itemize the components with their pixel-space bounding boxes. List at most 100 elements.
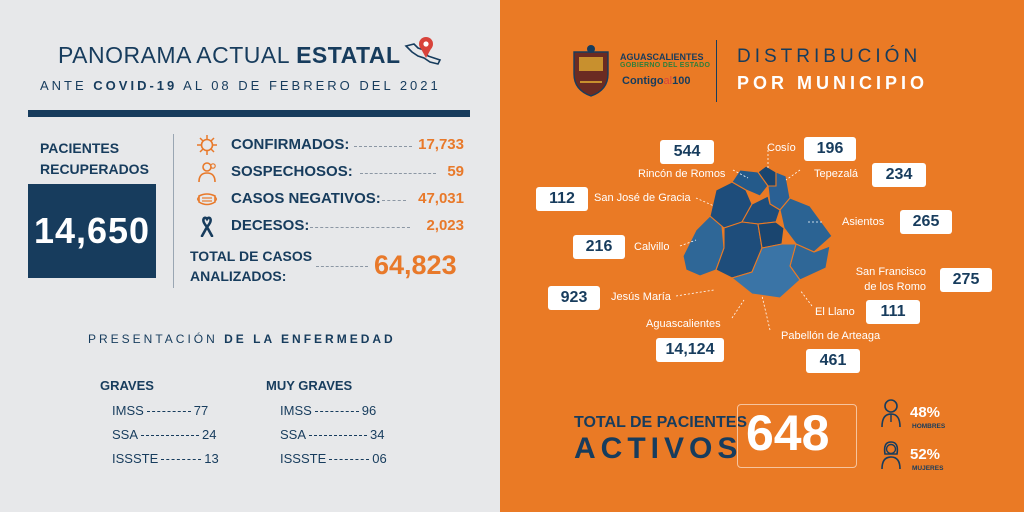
man-icon — [881, 399, 901, 428]
leader-line — [675, 289, 715, 297]
subtitle-bold: COVID-19 — [93, 78, 178, 93]
state-municipality-map — [675, 150, 833, 331]
total-analyzed-value: 64,823 — [374, 250, 457, 280]
total-analyzed-label: TOTAL DE CASOS ANALIZADOS: — [190, 246, 312, 286]
title-bold: ESTATAL — [296, 42, 401, 68]
leader-dashes — [314, 411, 359, 413]
muy-graves-row: SSA 34 — [280, 427, 384, 442]
leader-line — [799, 289, 813, 307]
subtitle-pre: ANTE — [40, 78, 87, 93]
suspect-person-icon — [198, 162, 216, 183]
slogan-part: Contigo — [622, 75, 664, 87]
municipality-count-el-llano: 111 — [866, 300, 920, 324]
institution: SSA — [112, 427, 139, 442]
leader-dashes — [146, 411, 191, 413]
graves-row: IMSS 77 — [112, 403, 208, 418]
stats-divider — [173, 134, 174, 288]
distribution-title: DISTRIBUCIÓN — [737, 46, 922, 67]
municipality-count-tepezala: 234 — [872, 163, 926, 187]
women-percentage: 52% — [910, 446, 941, 463]
municipality-count-aguascalientes: 14,124 — [656, 338, 724, 362]
institution: IMSS — [112, 403, 144, 418]
title-light: PANORAMA ACTUAL — [58, 42, 290, 68]
total-label-line1: TOTAL DE CASOS — [190, 248, 313, 264]
municipality-count-pabellon-de-arteaga: 461 — [806, 349, 860, 373]
brand-state: AGUASCALIENTES — [620, 52, 704, 62]
face-mask-icon — [196, 193, 218, 206]
stat-label: DECESOS: — [231, 217, 310, 234]
municipality-label-jesus-maria: Jesús María — [611, 291, 671, 303]
leader-line — [695, 197, 715, 207]
map-region-asientos — [779, 197, 833, 253]
slogan-part: 100 — [672, 75, 691, 87]
active-value: 648 — [746, 405, 830, 461]
stat-value: 59 — [447, 163, 464, 180]
brand-government: GOBIERNO DEL ESTADO — [620, 62, 711, 69]
slogan-part: al — [663, 75, 673, 87]
state-coat-of-arms-logo — [573, 45, 609, 97]
page-subtitle: ANTE COVID-19 AL 08 DE FEBRERO DEL 2021 — [40, 78, 441, 93]
municipality-count-jesus-maria: 923 — [548, 286, 600, 310]
distribution-subtitle: POR MUNICIPIO — [737, 73, 929, 93]
municipality-label-aguascalientes: Aguascalientes — [646, 318, 721, 330]
virus-icon — [197, 135, 217, 155]
page-title: PANORAMA ACTUAL ESTATAL — [58, 42, 401, 69]
graves-row: ISSSTE 13 — [112, 451, 219, 466]
muy-graves-row: ISSSTE 06 — [280, 451, 387, 466]
leader-dashes — [161, 459, 202, 461]
muy-graves-header: MUY GRAVES — [266, 378, 353, 393]
stat-label: CASOS NEGATIVOS: — [231, 190, 381, 207]
woman-icon — [881, 441, 901, 470]
stat-deaths: DECESOS: 2,023 — [196, 215, 468, 237]
municipality-count-san-jose-de-gracia: 112 — [536, 187, 588, 211]
count: 24 — [202, 427, 217, 442]
leader-line — [679, 239, 697, 247]
leader-dashes — [329, 459, 370, 461]
leader-dashes — [310, 227, 410, 228]
stat-suspected: SOSPECHOSOS: 59 — [196, 161, 468, 183]
municipality-label-calvillo: Calvillo — [634, 241, 670, 253]
municipality-label-pabellon-de-arteaga: Pabellón de Arteaga — [781, 330, 881, 342]
recovered-label-line1: PACIENTES — [40, 140, 120, 156]
municipality-label-rincon-de-romos: Rincón de Romos — [638, 168, 726, 180]
active-label-line2: ACTIVOS — [574, 432, 743, 465]
stat-label: CONFIRMADOS: — [231, 136, 350, 153]
institution: ISSSTE — [280, 451, 327, 466]
recovered-label: PACIENTES RECUPERADOS — [40, 138, 149, 180]
men-percentage: 48% — [910, 404, 941, 421]
stat-value: 17,733 — [418, 136, 464, 153]
total-label-line2: ANALIZADOS: — [190, 268, 287, 284]
stat-negative: CASOS NEGATIVOS: 47,031 — [196, 188, 468, 210]
label-line: San Francisco — [855, 266, 926, 278]
recovered-label-line2: RECUPERADOS — [40, 161, 149, 177]
institution: ISSSTE — [112, 451, 159, 466]
map-region-aguascalientes — [730, 243, 801, 299]
mourning-ribbon-icon — [200, 216, 214, 237]
stat-confirmed: CONFIRMADOS: 17,733 — [196, 134, 468, 156]
active-value-frame — [737, 404, 857, 468]
municipality-label-san-jose-de-gracia: San José de Gracia — [594, 192, 691, 204]
leader-line — [732, 169, 749, 179]
municipality-count-cosio: 196 — [804, 137, 856, 161]
brand-slogan: Contigoal100 — [622, 75, 690, 87]
leader-dashes — [360, 173, 436, 174]
municipality-label-cosio: Cosío — [767, 142, 796, 154]
leader-dashes — [354, 146, 412, 147]
active-label-line1: TOTAL DE PACIENTES — [574, 414, 748, 431]
presentation-heading: PRESENTACIÓN DE LA ENFERMEDAD — [88, 332, 396, 346]
label-line: de los Romo — [864, 281, 926, 293]
presentation-bold: DE LA ENFERMEDAD — [224, 332, 396, 346]
map-region-san-francisco — [757, 221, 785, 249]
count: 96 — [361, 403, 377, 418]
mexico-map-pin-icon — [404, 37, 442, 65]
leader-line — [731, 299, 745, 319]
men-label: HOMBRES — [912, 423, 946, 430]
stat-value: 47,031 — [418, 190, 464, 207]
leader-line — [785, 169, 801, 181]
municipality-label-tepezala: Tepezalá — [814, 168, 859, 180]
leader-dashes — [141, 435, 200, 437]
recovered-value: 14,650 — [28, 184, 156, 278]
subtitle-date: AL 08 DE FEBRERO DEL 2021 — [183, 78, 441, 93]
brand-divider — [716, 40, 717, 102]
leader-dashes — [309, 435, 368, 437]
